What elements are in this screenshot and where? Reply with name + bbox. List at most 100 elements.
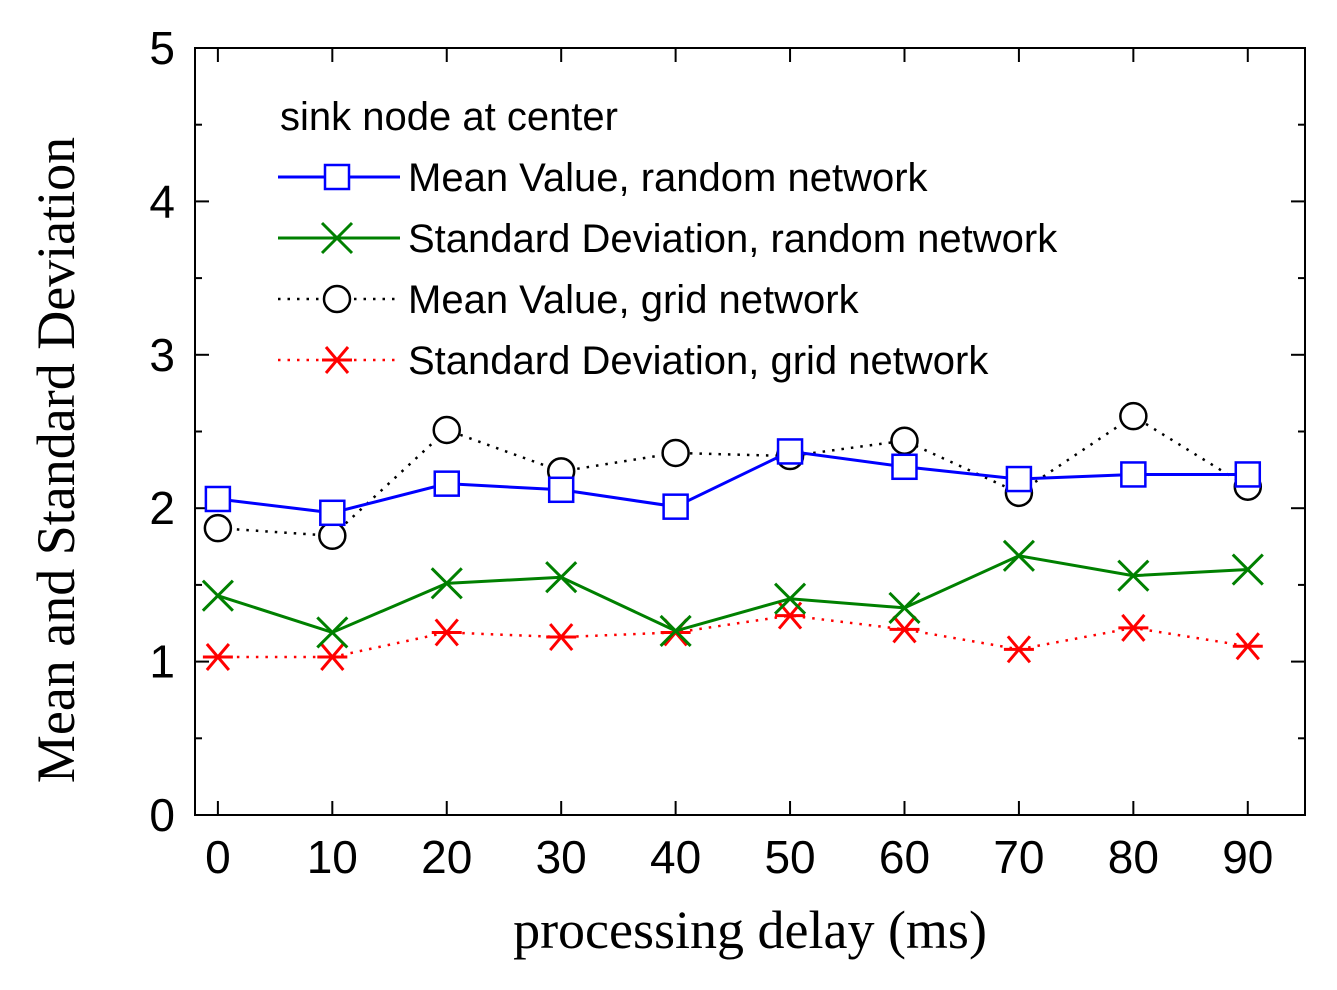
data-point (1231, 553, 1264, 586)
asterisk-stroke (1121, 613, 1146, 642)
data-point (318, 521, 347, 551)
data-point (776, 438, 804, 465)
square-marker (433, 470, 461, 497)
y-tick-label: 4 (149, 175, 175, 227)
series-layer (201, 401, 1264, 671)
x-tick-label: 20 (421, 831, 472, 883)
x-tick-label: 70 (993, 831, 1044, 883)
data-point (201, 579, 234, 612)
square-marker (891, 453, 918, 481)
x-axis-title: processing delay (ms) (513, 900, 987, 960)
asterisk-stroke (892, 615, 917, 644)
legend-label: Standard Deviation, grid network (408, 339, 989, 383)
legend-marker (322, 284, 352, 314)
x-marker-stroke (320, 221, 354, 255)
asterisk-stroke (205, 643, 231, 671)
series-1 (201, 539, 1264, 649)
asterisk-stroke (324, 346, 350, 374)
x-tick-label: 40 (650, 831, 701, 883)
data-point (659, 614, 692, 647)
legend-label: Mean Value, grid network (408, 278, 860, 322)
circle-marker (432, 415, 462, 445)
series-3 (202, 601, 1263, 671)
square-marker (776, 438, 804, 465)
asterisk-stroke (549, 623, 574, 652)
circle-marker (661, 438, 690, 468)
data-point (890, 426, 919, 455)
x-marker-stroke (1117, 559, 1150, 592)
asterisk-stroke (1006, 635, 1032, 664)
data-point (1234, 461, 1262, 488)
x-marker-stroke (773, 582, 807, 615)
data-point (889, 615, 920, 644)
x-marker-stroke (201, 579, 234, 612)
x-marker-stroke (1231, 553, 1264, 586)
data-point (775, 601, 806, 630)
y-tick-label: 5 (149, 22, 175, 74)
data-point (317, 643, 348, 671)
x-marker-stroke (430, 567, 463, 600)
data-point (316, 616, 349, 649)
data-point (1002, 539, 1035, 572)
y-axis-title: Mean and Standard Deviation (26, 137, 86, 783)
circle-marker (203, 513, 233, 543)
data-point (433, 470, 461, 497)
legend-entry: Standard Deviation, grid network (278, 339, 989, 383)
data-point (661, 438, 690, 468)
x-tick-label: 30 (536, 831, 587, 883)
data-point (1118, 613, 1149, 642)
circle-marker (318, 521, 347, 551)
legend-marker (320, 221, 354, 255)
x-marker-stroke (316, 616, 349, 649)
legend-entry: Mean Value, random network (278, 156, 929, 200)
series-0 (204, 438, 1262, 527)
square-marker (319, 499, 346, 527)
x-tick-label: 10 (307, 831, 358, 883)
legend-marker (322, 346, 352, 374)
x-tick-label: 60 (879, 831, 930, 883)
x-marker-stroke (888, 591, 921, 624)
data-point (773, 582, 807, 615)
data-point (662, 493, 689, 520)
data-point (1117, 559, 1150, 592)
square-marker (1005, 465, 1033, 493)
asterisk-stroke (434, 618, 459, 647)
y-tick-label: 1 (149, 636, 175, 688)
square-marker (547, 476, 575, 504)
legend-marker (323, 163, 351, 191)
x-tick-label: 50 (764, 831, 815, 883)
legend-label: Standard Deviation, random network (408, 217, 1058, 261)
data-point (1005, 465, 1033, 493)
y-tick-label: 0 (149, 789, 175, 841)
data-point (431, 618, 462, 647)
y-tick-label: 2 (149, 482, 175, 534)
square-marker (204, 485, 232, 513)
legend-title: sink node at center (280, 95, 618, 139)
asterisk-stroke (1235, 632, 1260, 661)
square-marker (1120, 461, 1147, 488)
data-point (547, 476, 575, 504)
data-point (891, 453, 918, 481)
legend: sink node at center Mean Value, random n… (278, 95, 1058, 383)
x-tick-label: 0 (205, 831, 231, 883)
data-point (1120, 461, 1147, 488)
data-point (430, 567, 463, 600)
square-marker (323, 163, 351, 191)
data-point (432, 415, 462, 445)
legend-label: Mean Value, random network (408, 156, 929, 200)
series-line (217, 554, 1248, 635)
circle-marker (1119, 401, 1148, 431)
data-point (202, 643, 233, 671)
circle-marker (890, 426, 919, 455)
circle-marker (322, 284, 352, 314)
x-tick-label: 90 (1222, 831, 1273, 883)
series-line (217, 414, 1249, 538)
data-point (1003, 635, 1034, 664)
asterisk-stroke (320, 643, 345, 671)
y-tick-label: 3 (149, 329, 175, 381)
data-point (1119, 401, 1148, 431)
data-point (203, 513, 233, 543)
data-point (546, 623, 577, 652)
